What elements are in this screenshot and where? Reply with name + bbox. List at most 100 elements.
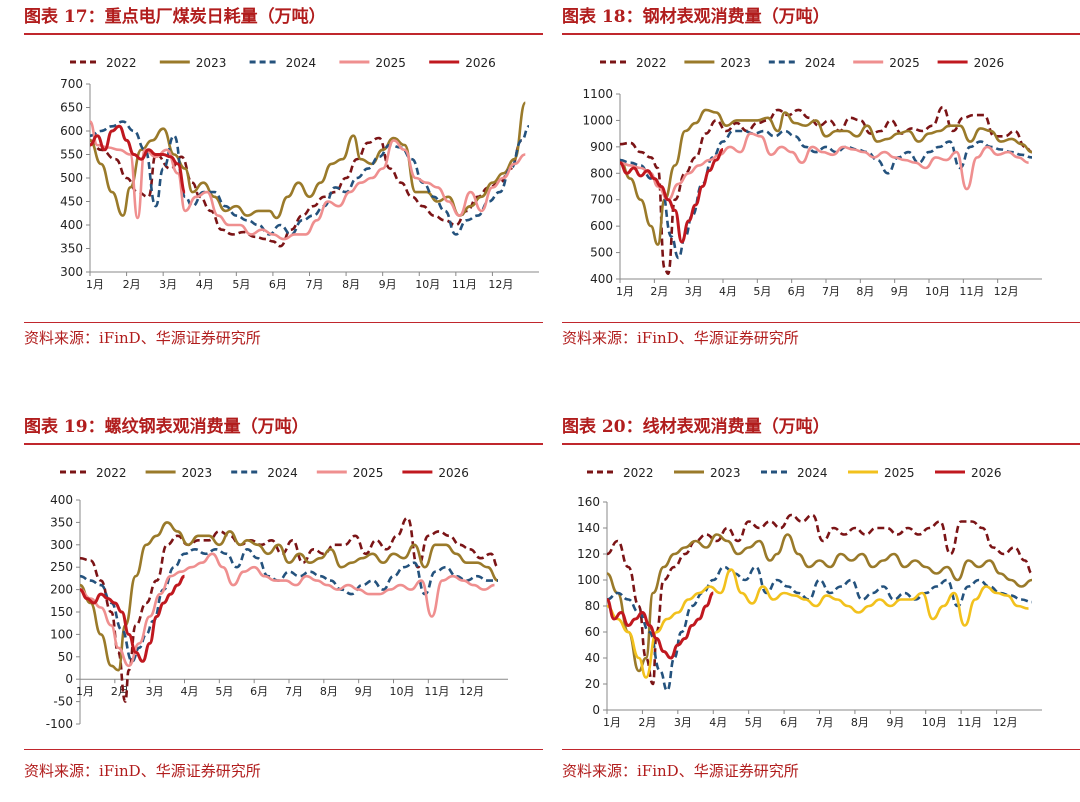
x-tick-label: 9月 (886, 716, 904, 729)
chart-panel-18: 图表 18：钢材表观消费量（万吨） 2022 2023 2024 2025 2026 40… (562, 0, 1080, 392)
x-tick-label: 3月 (146, 685, 164, 698)
line-chart-rebar-consumption: 2022 2023 2024 2025 2026 -100 -50 0 50 100 150 200 2… (46, 466, 508, 731)
y-tick-label: 0 (65, 672, 73, 686)
chart-panel-19: 图表 19：螺纹钢表观消费量（万吨） 2022 2023 2024 2025 2026 -… (24, 410, 543, 802)
x-tick-label: 7月 (306, 278, 324, 291)
x-tick-label: 4月 (196, 278, 214, 291)
series-line-2024 (619, 129, 1033, 260)
chart-title: 图表 17：重点电厂煤炭日耗量（万吨） (24, 7, 326, 27)
x-tick-label: 3月 (159, 278, 177, 291)
series-line-2025 (88, 120, 526, 241)
y-tick-label: 0 (592, 703, 600, 717)
x-tick-label: 4月 (719, 285, 737, 298)
x-tick-label: 3月 (674, 716, 692, 729)
x-tick-label: 11月 (959, 285, 984, 298)
x-tick-label: 6月 (269, 278, 287, 291)
legend-label-2025: 2025 (889, 56, 920, 70)
y-tick-label: 650 (60, 101, 83, 115)
x-tick-label: 1月 (76, 685, 94, 698)
x-tick-label: 12月 (993, 716, 1018, 729)
y-tick-label: 140 (577, 521, 600, 535)
y-tick-label: 400 (60, 218, 83, 232)
series-line-2023 (79, 521, 499, 672)
x-tick-label: 12月 (488, 278, 513, 291)
y-tick-label: 600 (60, 124, 83, 138)
y-tick-label: 400 (50, 493, 73, 507)
x-tick-label: 2月 (111, 685, 129, 698)
line-chart-wire-consumption: 2022 2023 2024 2025 2026 0 20 40 60 80 100 120 140 16… (577, 466, 1042, 729)
x-tick-label: 2月 (650, 285, 668, 298)
x-tick-label: 4月 (709, 716, 727, 729)
legend-label-2022: 2022 (636, 56, 667, 70)
source-divider (24, 322, 543, 323)
x-tick-label: 7月 (822, 285, 840, 298)
legend-label-2025: 2025 (884, 466, 915, 480)
legend-label-2023: 2023 (710, 466, 741, 480)
y-tick-label: 1100 (582, 87, 613, 101)
series-line-2026 (89, 124, 187, 194)
y-tick-label: 1000 (582, 113, 613, 127)
legend-label-2024: 2024 (267, 466, 298, 480)
x-tick-label: 9月 (891, 285, 909, 298)
legend-label-2026: 2026 (974, 56, 1005, 70)
x-tick-label: 7月 (816, 716, 834, 729)
legend-label-2025: 2025 (353, 466, 384, 480)
x-tick-label: 8月 (342, 278, 360, 291)
y-tick-label: 120 (577, 547, 600, 561)
y-tick-label: 250 (50, 560, 73, 574)
x-tick-label: 12月 (994, 285, 1019, 298)
title-divider (24, 33, 543, 35)
x-tick-label: 1月 (603, 716, 621, 729)
x-tick-label: 1月 (616, 285, 634, 298)
y-tick-label: 40 (585, 651, 600, 665)
x-tick-label: 3月 (685, 285, 703, 298)
y-tick-label: -50 (53, 695, 73, 709)
series-line-2025 (606, 568, 1029, 679)
x-tick-label: 5月 (232, 278, 250, 291)
x-tick-label: 11月 (452, 278, 477, 291)
x-tick-label: 9月 (355, 685, 373, 698)
y-tick-label: 160 (577, 495, 600, 509)
x-tick-label: 8月 (856, 285, 874, 298)
source-divider (562, 322, 1080, 323)
chart-panel-20: 图表 20：线材表观消费量（万吨） 2022 2023 2024 2025 2026 0 2… (562, 410, 1080, 802)
x-tick-label: 10月 (925, 285, 950, 298)
y-tick-label: 20 (585, 677, 600, 691)
legend-label-2023: 2023 (720, 56, 751, 70)
y-tick-label: 100 (577, 573, 600, 587)
series-line-2026 (79, 574, 185, 663)
series-line-2022 (619, 105, 1033, 275)
series-line-2023 (619, 108, 1033, 246)
title-divider (562, 443, 1080, 445)
y-tick-label: 350 (50, 515, 73, 529)
series-line-2023 (606, 533, 1033, 673)
legend-label-2023: 2023 (182, 466, 213, 480)
y-tick-label: 500 (590, 246, 613, 260)
x-tick-label: 5月 (745, 716, 763, 729)
y-tick-label: 100 (50, 627, 73, 641)
series-line-2026 (606, 591, 714, 660)
chart-panel-17: 图表 17：重点电厂煤炭日耗量（万吨） 2022 2023 2024 2025 2026… (24, 0, 543, 392)
x-tick-label: 11月 (424, 685, 449, 698)
y-tick-label: 50 (58, 650, 73, 664)
title-divider (24, 443, 543, 445)
x-tick-label: 2月 (638, 716, 656, 729)
title-divider (562, 33, 1080, 35)
legend-label-2022: 2022 (96, 466, 127, 480)
y-tick-label: 700 (60, 77, 83, 91)
x-tick-label: 6月 (788, 285, 806, 298)
series-line-2024 (606, 565, 1033, 692)
source-divider (562, 749, 1080, 750)
x-tick-label: 7月 (285, 685, 303, 698)
chart-title: 图表 20：线材表观消费量（万吨） (562, 417, 830, 437)
y-tick-label: 600 (590, 219, 613, 233)
x-tick-label: 9月 (379, 278, 397, 291)
x-tick-label: 10月 (922, 716, 947, 729)
y-tick-label: 350 (60, 242, 83, 256)
y-tick-label: 60 (585, 625, 600, 639)
legend-label-2025: 2025 (375, 56, 406, 70)
y-tick-label: -100 (46, 717, 73, 731)
y-tick-label: 550 (60, 148, 83, 162)
x-tick-label: 10月 (390, 685, 415, 698)
y-tick-label: 300 (60, 265, 83, 279)
